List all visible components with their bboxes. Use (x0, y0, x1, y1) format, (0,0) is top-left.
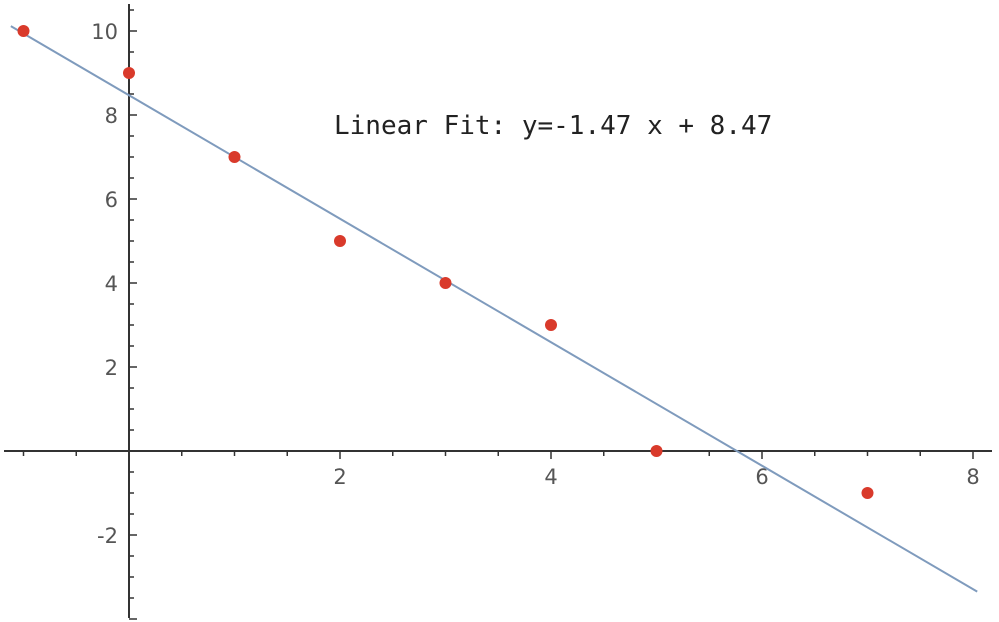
data-point (439, 277, 452, 289)
axes: 2 4 6 8 -2 2 4 6 8 10 (4, 4, 992, 620)
data-point (334, 235, 346, 247)
x-tick-label: 2 (333, 465, 346, 489)
x-tick-label: 8 (966, 465, 979, 489)
x-tick-label: 4 (544, 465, 557, 489)
y-tick-label: 6 (105, 188, 118, 212)
y-tick-label: 8 (105, 104, 118, 128)
y-tick-label: 10 (91, 20, 118, 44)
linear-fit-line (10, 25, 978, 593)
fit-line-group (10, 25, 978, 593)
y-tick-label: 4 (105, 272, 118, 296)
y-tick-label: -2 (97, 524, 118, 548)
data-points (17, 25, 874, 499)
data-point (545, 319, 557, 331)
data-point (650, 445, 663, 457)
data-point (17, 25, 30, 37)
fit-annotation: Linear Fit: y=-1.47 x + 8.47 (334, 111, 772, 141)
data-point (861, 487, 874, 499)
x-tick-label: 6 (755, 465, 768, 489)
data-point (228, 151, 241, 163)
y-tick-label: 2 (105, 356, 118, 380)
data-point (123, 67, 135, 79)
